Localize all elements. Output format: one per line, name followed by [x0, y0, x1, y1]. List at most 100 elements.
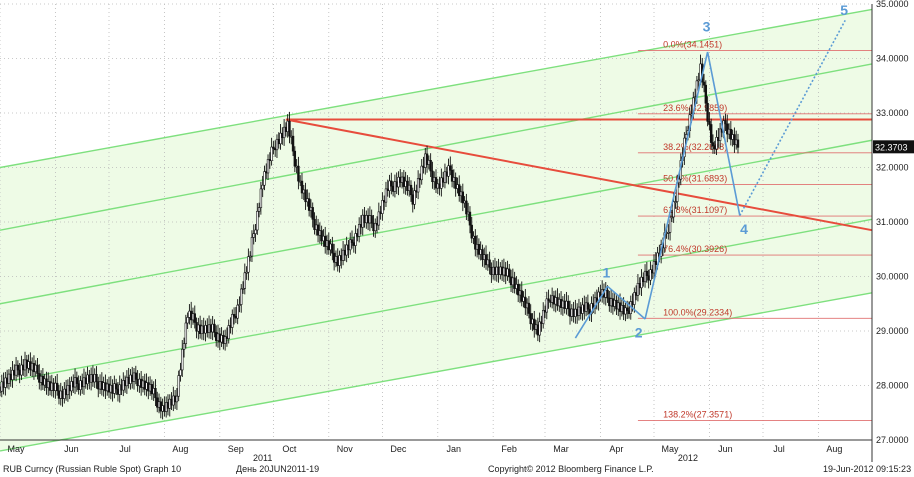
fib-level-label-6: 100.0%(29.2334): [663, 307, 732, 317]
price-candle: [293, 150, 297, 167]
x-tick-label-2: Jul: [119, 444, 131, 454]
price-candle: [527, 302, 531, 314]
price-candle: [593, 297, 597, 309]
price-candle: [241, 288, 245, 290]
price-candle: [270, 146, 273, 161]
x-year-label-1: 2012: [678, 453, 698, 462]
price-candle: [377, 211, 381, 226]
price-candle: [465, 200, 468, 215]
price-candle: [693, 96, 697, 99]
price-candle: [633, 292, 636, 305]
price-candle: [349, 239, 352, 251]
price-candle: [516, 283, 520, 296]
price-candle: [297, 165, 300, 182]
price-candle: [443, 171, 447, 183]
price-candle: [715, 137, 718, 150]
elliott-wave-label-0: 1: [603, 265, 611, 281]
x-tick-label-0: May: [7, 444, 25, 454]
elliott-wave-segment-4: [739, 19, 846, 216]
x-tick-label-10: Mar: [553, 444, 569, 454]
last-price-label: 32.3703: [875, 142, 908, 152]
price-candle: [625, 307, 629, 312]
price-candle: [36, 364, 39, 374]
x-tick-label-3: Aug: [172, 444, 188, 454]
price-candle: [184, 322, 188, 344]
price-candle: [16, 364, 20, 371]
price-candle: [182, 343, 186, 350]
elliott-wave-segment-3: [706, 51, 741, 216]
price-candle: [736, 139, 740, 148]
price-candle: [279, 132, 282, 145]
price-candle: [567, 300, 570, 310]
x-tick-label-4: Sep: [228, 444, 244, 454]
price-candle: [667, 232, 670, 234]
price-candle: [704, 84, 708, 104]
price-candle: [154, 388, 157, 399]
price-candle: [213, 323, 216, 333]
price-candle: [261, 184, 264, 190]
price-candle: [643, 270, 647, 283]
price-candle: [381, 200, 384, 214]
price-candle: [179, 369, 182, 376]
fib-level-label-5: 76.4%(30.3926): [663, 244, 727, 254]
price-candle: [697, 79, 700, 82]
price-candle: [708, 121, 711, 125]
price-candle: [181, 348, 184, 371]
price-candle: [384, 188, 388, 203]
footer-copyright: Copyright© 2012 Bloomberg Finance L.P.: [488, 464, 654, 474]
price-candle: [640, 276, 643, 289]
price-candle: [520, 290, 523, 302]
price-candle: [450, 169, 454, 182]
price-candle: [590, 303, 593, 315]
price-candle: [311, 207, 314, 220]
price-candle: [413, 190, 416, 205]
price-candle: [649, 269, 652, 281]
price-candle: [545, 298, 548, 313]
price-candle: [429, 159, 432, 172]
price-candle: [232, 314, 236, 317]
price-candle: [606, 289, 609, 299]
price-candle: [724, 120, 727, 125]
price-candle: [449, 165, 452, 171]
elliott-wave-segment-1: [607, 285, 646, 320]
elliott-wave-label-3: 4: [740, 221, 748, 237]
y-tick-label-6: 33.0000: [876, 108, 909, 118]
price-candle: [266, 159, 270, 174]
x-tick-label-13: Jun: [718, 444, 733, 454]
x-tick-label-11: Apr: [609, 444, 623, 454]
price-chart: 0.0%(34.1451)23.6%(32.9859)38.2%(32.2688…: [0, 0, 914, 462]
price-candle: [706, 102, 709, 122]
y-tick-label-7: 34.0000: [876, 54, 909, 64]
price-candle: [513, 277, 516, 289]
price-candle: [257, 207, 261, 212]
price-candle: [75, 377, 79, 384]
price-candle: [248, 255, 252, 258]
price-candle: [275, 138, 279, 151]
price-candle: [357, 224, 361, 237]
price-candle: [250, 237, 254, 257]
y-tick-label-0: 27.0000: [876, 435, 909, 445]
price-candle: [702, 81, 706, 86]
elliott-wave-label-2: 3: [703, 18, 711, 34]
price-candle: [474, 235, 477, 250]
price-candle: [458, 184, 461, 197]
price-candle: [586, 302, 590, 310]
price-candle: [291, 135, 295, 152]
price-candle: [331, 243, 334, 254]
elliott-wave-label-4: 5: [840, 2, 848, 18]
price-candle: [468, 211, 472, 226]
price-candle: [533, 318, 536, 330]
price-candle: [488, 259, 491, 268]
price-candle: [420, 165, 423, 181]
elliott-wave-segment-0: [574, 285, 609, 339]
price-candle: [316, 224, 320, 236]
price-candle: [409, 184, 413, 196]
price-candle: [240, 288, 243, 305]
fib-level-label-0: 0.0%(34.1451): [663, 40, 722, 50]
price-candle: [370, 215, 373, 224]
price-candle: [652, 261, 656, 274]
price-candle: [672, 201, 675, 218]
last-price-tag: [873, 140, 914, 154]
elliott-wave-segment-2: [644, 51, 709, 320]
price-candle: [425, 153, 429, 165]
